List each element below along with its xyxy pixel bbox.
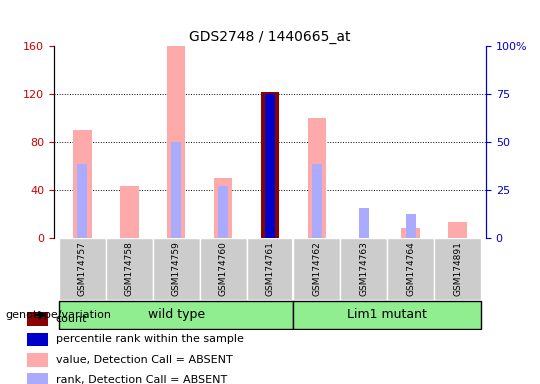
FancyBboxPatch shape	[200, 238, 247, 300]
Text: rank, Detection Call = ABSENT: rank, Detection Call = ABSENT	[56, 375, 227, 384]
Bar	[359, 208, 369, 238]
FancyBboxPatch shape	[59, 301, 293, 329]
FancyBboxPatch shape	[293, 301, 481, 329]
FancyBboxPatch shape	[293, 238, 340, 300]
Text: GSM174891: GSM174891	[453, 241, 462, 296]
Text: count: count	[56, 314, 87, 324]
Bar	[312, 164, 322, 238]
Text: GSM174760: GSM174760	[219, 241, 227, 296]
Text: GSM174764: GSM174764	[407, 241, 415, 296]
Bar	[265, 94, 275, 238]
FancyBboxPatch shape	[387, 238, 434, 300]
Bar	[77, 164, 87, 238]
FancyBboxPatch shape	[340, 238, 387, 300]
Text: value, Detection Call = ABSENT: value, Detection Call = ABSENT	[56, 355, 233, 365]
Text: GSM174757: GSM174757	[78, 241, 87, 296]
FancyBboxPatch shape	[247, 238, 293, 300]
Bar	[120, 187, 139, 238]
Bar	[26, 373, 48, 384]
Bar	[308, 118, 326, 238]
Text: genotype/variation: genotype/variation	[5, 310, 111, 320]
Bar	[26, 333, 48, 346]
Bar	[214, 178, 232, 238]
Title: GDS2748 / 1440665_at: GDS2748 / 1440665_at	[189, 30, 351, 44]
Bar	[261, 92, 279, 238]
Bar	[73, 130, 92, 238]
Text: GSM174761: GSM174761	[266, 241, 274, 296]
Bar	[448, 222, 467, 238]
Bar	[218, 187, 228, 238]
Text: Lim1 mutant: Lim1 mutant	[347, 308, 427, 321]
Bar	[26, 312, 48, 326]
Text: GSM174758: GSM174758	[125, 241, 133, 296]
FancyBboxPatch shape	[106, 238, 153, 300]
Text: GSM174763: GSM174763	[360, 241, 368, 296]
FancyBboxPatch shape	[434, 238, 481, 300]
Bar	[406, 214, 416, 238]
Bar	[401, 228, 420, 238]
Bar	[171, 142, 181, 238]
FancyBboxPatch shape	[59, 238, 106, 300]
Bar	[167, 46, 185, 238]
Text: GSM174759: GSM174759	[172, 241, 180, 296]
Text: percentile rank within the sample: percentile rank within the sample	[56, 334, 244, 344]
Text: wild type: wild type	[147, 308, 205, 321]
Bar	[26, 353, 48, 367]
Text: GSM174762: GSM174762	[313, 241, 321, 296]
FancyBboxPatch shape	[153, 238, 200, 300]
